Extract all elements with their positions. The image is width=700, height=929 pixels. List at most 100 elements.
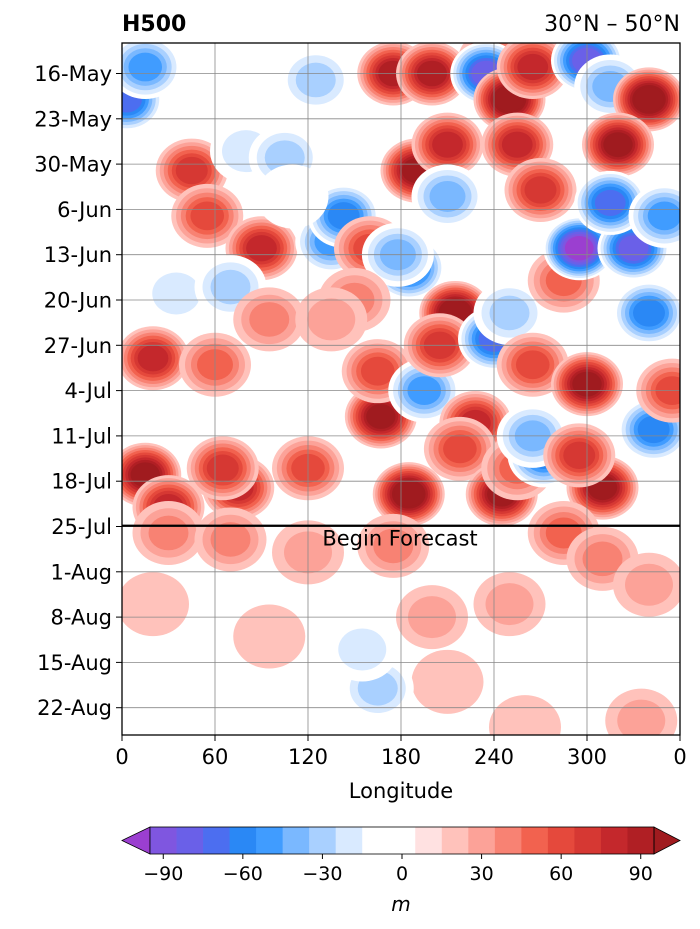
- contour-level: [594, 189, 626, 217]
- anomaly-feature: [194, 507, 267, 572]
- y-tick-label: 25-Jul: [51, 515, 112, 539]
- anomaly-feature: [489, 695, 561, 735]
- colorbar-tick-label: 60: [549, 863, 573, 885]
- contour-level: [515, 350, 550, 380]
- colorbar-segment: [468, 827, 496, 854]
- anomaly-feature: [496, 332, 569, 397]
- y-axis-ticks: 16-May 23-May 30-May 6-Jun 13-Jun 20-Jun 27-Ju…: [34, 62, 122, 720]
- colorbar-segment: [574, 827, 602, 854]
- contour-level: [307, 298, 356, 341]
- colorbar-segment: [627, 827, 655, 854]
- contour-level: [366, 404, 396, 429]
- contour-level: [256, 164, 329, 229]
- colorbar-tick-label: −60: [223, 863, 263, 885]
- contour-level: [617, 699, 666, 735]
- colorbar-segment: [335, 827, 363, 854]
- contour-level: [246, 235, 277, 262]
- contour-level: [564, 236, 594, 261]
- contour-level: [429, 180, 466, 212]
- anomaly-field: [122, 43, 680, 735]
- anomaly-feature: [132, 500, 205, 565]
- anomaly-feature: [496, 43, 569, 100]
- contour-level: [563, 441, 596, 470]
- contour-level: [210, 522, 251, 557]
- contour-level: [295, 62, 336, 98]
- colorbar-unit-label: m: [391, 892, 410, 916]
- contour-level: [148, 515, 189, 551]
- x-tick-label: 300: [567, 745, 607, 769]
- anomaly-feature: [504, 157, 577, 222]
- contour-level: [360, 356, 395, 386]
- colorbar-tick-label: 30: [469, 863, 493, 885]
- contour-level: [210, 269, 251, 305]
- y-tick-label: 30-May: [34, 153, 112, 177]
- contour-level: [190, 201, 225, 231]
- y-tick-label: 13-Jun: [44, 243, 112, 267]
- anomaly-feature: [613, 67, 680, 132]
- colorbar-segment: [256, 827, 284, 854]
- contour-level: [175, 156, 208, 185]
- contour-level: [249, 302, 290, 337]
- colorbar-segment: [521, 827, 549, 854]
- contour-level: [411, 649, 484, 714]
- contour-level: [524, 176, 557, 204]
- x-tick-label: 180: [381, 745, 421, 769]
- colorbar-segment: [176, 827, 204, 854]
- contour-level: [582, 541, 623, 577]
- region-label: 30°N – 50°N: [544, 12, 680, 37]
- contour-level: [137, 345, 169, 372]
- contour-level: [233, 604, 306, 669]
- x-tick-label: 240: [474, 745, 514, 769]
- contour-level: [338, 628, 387, 671]
- y-tick-label: 8-Aug: [51, 606, 112, 630]
- anomaly-feature: [186, 436, 259, 501]
- forecast-annotation: Begin Forecast: [322, 527, 477, 551]
- y-tick-label: 6-Jun: [57, 198, 112, 222]
- colorbar-segment: [600, 827, 628, 854]
- anomaly-feature: [256, 164, 329, 229]
- x-tick-label: 0: [673, 745, 686, 769]
- plot-area: [122, 43, 680, 735]
- contour-level: [625, 563, 673, 606]
- colorbar-tick-label: 0: [396, 863, 408, 885]
- anomaly-feature: [543, 636, 616, 701]
- anomaly-feature: [122, 326, 189, 391]
- y-tick-label: 18-Jul: [51, 470, 112, 494]
- y-tick-label: 16-May: [34, 62, 112, 86]
- chart-title: H500: [122, 12, 186, 37]
- anomaly-feature: [295, 287, 368, 352]
- colorbar-segment: [388, 827, 416, 854]
- colorbar-segment: [229, 827, 257, 854]
- contour-level: [501, 131, 533, 158]
- contour-level: [603, 132, 633, 158]
- anomaly-feature: [423, 416, 496, 481]
- y-tick-label: 1-Aug: [51, 560, 112, 584]
- anomaly-feature: [605, 688, 678, 735]
- colorbar-segment: [203, 827, 230, 854]
- contour-level: [489, 695, 561, 735]
- colorbar-segment: [547, 827, 575, 854]
- y-tick-label: 22-Aug: [37, 696, 112, 720]
- colorbar-segment: [494, 827, 522, 854]
- contour-level: [122, 572, 189, 637]
- x-tick-label: 120: [288, 745, 328, 769]
- colorbar-extend-high: [653, 826, 681, 855]
- contour-level: [152, 272, 201, 315]
- anomaly-feature: [411, 164, 484, 229]
- y-tick-label: 15-Aug: [37, 651, 112, 675]
- contour-level: [647, 201, 680, 231]
- anomaly-feature: [613, 280, 680, 345]
- x-axis-label: Longitude: [349, 779, 453, 803]
- y-tick-label: 4-Jul: [65, 379, 112, 403]
- anomaly-feature: [171, 183, 244, 248]
- x-tick-label: 0: [115, 745, 128, 769]
- colorbar-segment: [282, 827, 310, 854]
- contour-level: [432, 131, 463, 158]
- anomaly-feature: [326, 617, 399, 682]
- contour-level: [394, 481, 424, 507]
- colorbar-extend-low: [121, 826, 151, 855]
- y-tick-label: 27-Jun: [44, 334, 112, 358]
- anomaly-feature: [473, 280, 546, 345]
- anomaly-feature: [551, 352, 623, 417]
